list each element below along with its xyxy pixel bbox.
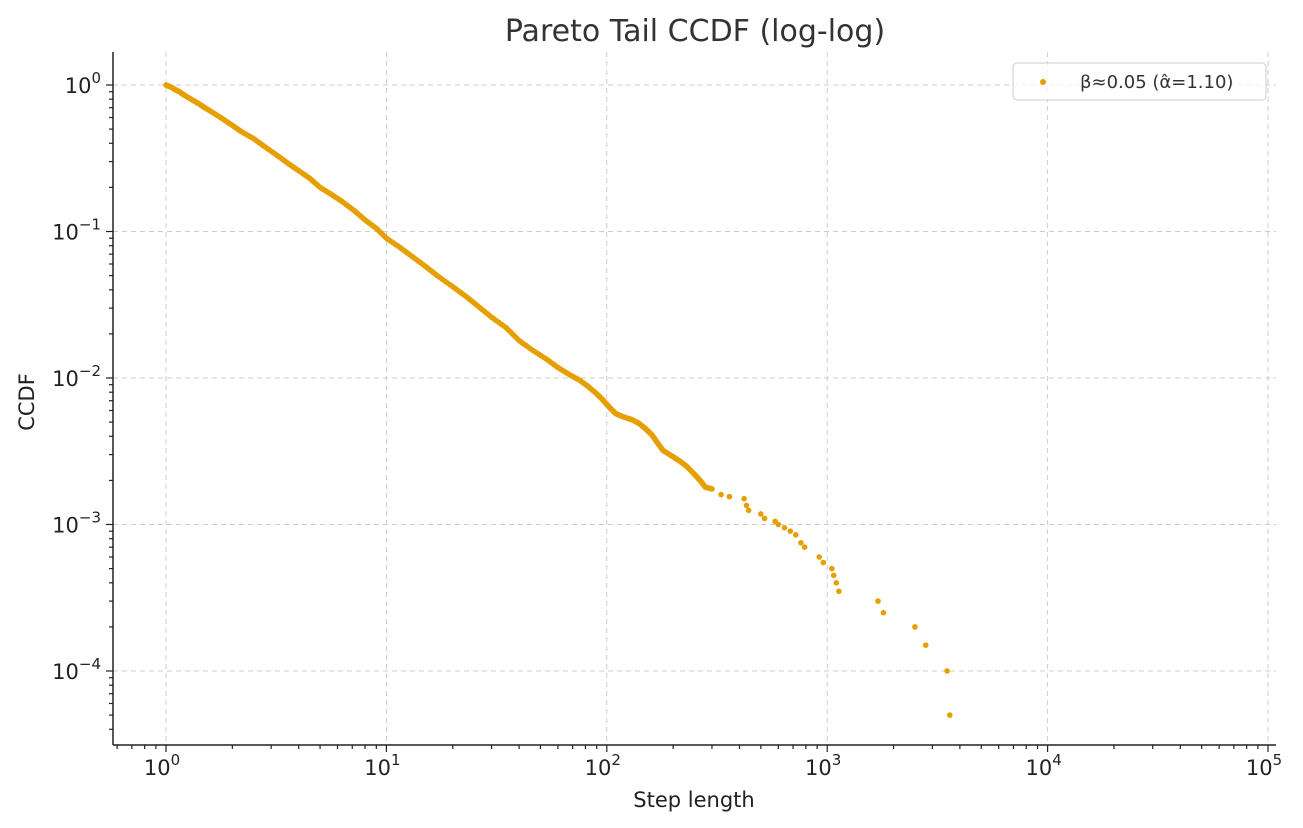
data-point bbox=[718, 491, 724, 498]
data-point bbox=[798, 540, 804, 546]
y-axis-label: CCDF bbox=[15, 373, 39, 431]
x-tick-label: 104 bbox=[1025, 751, 1061, 780]
y-tick-label: 10−3 bbox=[52, 509, 101, 538]
data-point bbox=[947, 712, 953, 718]
x-tick-label: 105 bbox=[1246, 751, 1282, 780]
x-tick-label: 103 bbox=[805, 751, 841, 780]
data-point bbox=[912, 624, 918, 630]
data-point bbox=[830, 572, 837, 579]
data-point bbox=[944, 668, 950, 674]
y-tick-label: 10−2 bbox=[52, 362, 101, 391]
data-point bbox=[880, 609, 887, 616]
y-tick-label: 100 bbox=[65, 69, 101, 98]
legend-entry: β≈0.05 (α̂=1.10) bbox=[1080, 72, 1233, 93]
y-tick-label: 10−1 bbox=[52, 216, 101, 245]
data-point bbox=[875, 598, 881, 604]
data-point bbox=[836, 588, 842, 595]
data-point bbox=[741, 495, 747, 502]
data-point bbox=[816, 554, 823, 560]
data-point bbox=[820, 559, 827, 566]
grid-lines bbox=[113, 52, 1276, 745]
legend-marker bbox=[1040, 79, 1046, 85]
x-tick-label: 101 bbox=[364, 751, 400, 780]
data-point bbox=[758, 511, 764, 517]
y-axis-ticks: 100 10−1 10−2 10−3 10−4 bbox=[52, 69, 113, 730]
data-point bbox=[761, 515, 768, 522]
data-point bbox=[833, 580, 840, 586]
data-point bbox=[781, 524, 788, 531]
data-point bbox=[743, 502, 750, 509]
legend-frame bbox=[1012, 62, 1267, 101]
legend: β≈0.05 (α̂=1.10) bbox=[1012, 62, 1267, 101]
data-points bbox=[163, 82, 953, 718]
data-point bbox=[792, 532, 799, 538]
data-point bbox=[922, 642, 929, 648]
data-point bbox=[829, 565, 835, 572]
y-tick-label: 10−4 bbox=[52, 655, 101, 684]
data-point bbox=[775, 521, 782, 528]
x-tick-label: 100 bbox=[144, 751, 180, 780]
data-point bbox=[801, 544, 808, 550]
data-point bbox=[709, 486, 715, 492]
x-axis-label: Step length bbox=[633, 788, 754, 812]
chart-title: Pareto Tail CCDF (log-log) bbox=[505, 14, 885, 49]
data-point bbox=[726, 493, 733, 500]
data-point bbox=[745, 507, 752, 514]
data-point bbox=[787, 528, 794, 534]
x-axis-ticks: 100 101 102 103 104 105 bbox=[116, 745, 1282, 780]
x-tick-label: 102 bbox=[585, 751, 621, 780]
